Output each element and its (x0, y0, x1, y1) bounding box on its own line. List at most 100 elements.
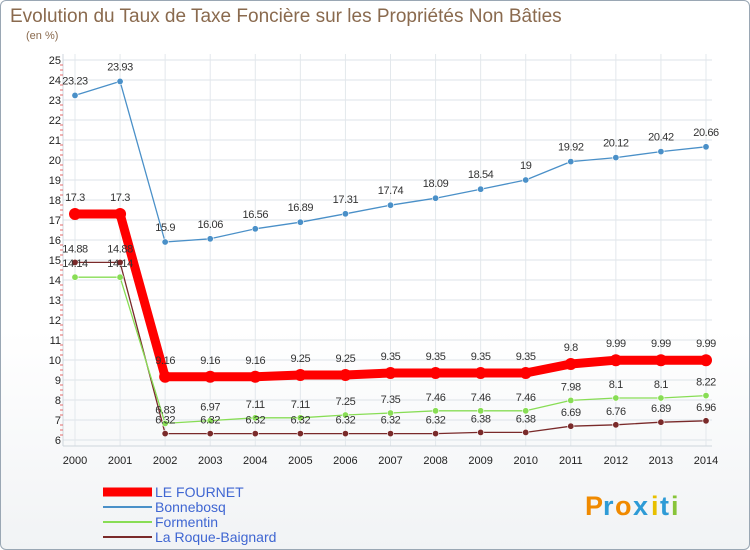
y-tick-label: 14 (49, 275, 61, 287)
y-tick-label: 11 (50, 335, 61, 347)
data-label: 7.25 (336, 396, 356, 408)
x-tick-label: 2014 (694, 455, 718, 467)
data-label: 20.42 (648, 132, 674, 144)
data-point (386, 409, 394, 417)
data-label: 8.1 (609, 379, 623, 391)
data-point (477, 185, 485, 193)
data-point (564, 358, 577, 370)
data-point (71, 258, 79, 266)
series-points (69, 77, 712, 438)
y-tick-label: 12 (49, 315, 61, 327)
data-point (251, 414, 259, 422)
data-point (522, 176, 530, 184)
data-label: 7.46 (426, 392, 446, 404)
data-point (296, 430, 304, 438)
y-tick-label: 10 (49, 355, 61, 367)
x-tick-label: 2005 (288, 455, 312, 467)
y-tick-label: 8 (55, 395, 61, 407)
x-tick-label: 2004 (243, 455, 267, 467)
x-tick-label: 2013 (649, 455, 673, 467)
data-point (116, 273, 124, 281)
y-tick-label: 23 (49, 95, 61, 107)
data-label: 20.66 (693, 127, 719, 139)
logo-letter: o (615, 491, 632, 521)
data-label: 9.99 (696, 338, 716, 350)
data-point (161, 238, 169, 246)
data-point (432, 194, 440, 202)
data-point (296, 414, 304, 422)
data-label: 9.35 (381, 351, 401, 363)
data-label: 16.56 (243, 209, 269, 221)
y-tick-label: 9 (55, 375, 61, 387)
x-tick-label: 2010 (513, 455, 537, 467)
data-labels: 17.3 17.3 9.16 9.16 9.16 9.25 9.25 9.35 9.35 9.35… (62, 61, 719, 426)
data-point (206, 235, 214, 243)
data-label: 9.16 (155, 355, 175, 367)
x-tick-label: 2002 (153, 455, 177, 467)
y-tick-label: 17 (49, 215, 61, 227)
data-label: 6.38 (471, 413, 491, 425)
logo-letter: r (603, 491, 614, 521)
logo-letter: i (651, 491, 659, 521)
data-point (296, 218, 304, 226)
y-tick-label: 13 (49, 295, 61, 307)
data-label: 6.96 (696, 402, 716, 414)
data-point (429, 367, 442, 379)
data-label: 7.46 (516, 392, 536, 404)
data-point (341, 210, 349, 218)
data-point (294, 369, 307, 381)
y-tick-label: 15 (49, 255, 61, 267)
x-tick-label: 2003 (198, 455, 222, 467)
data-point (657, 148, 665, 156)
x-tick-label: 2011 (559, 455, 583, 467)
y-tick-label: 19 (49, 175, 61, 187)
data-label: 17.3 (65, 192, 85, 204)
data-point (386, 201, 394, 209)
data-point (249, 370, 262, 383)
data-point (341, 430, 349, 438)
data-label: 23.23 (62, 75, 88, 87)
data-point (522, 407, 530, 415)
data-point (206, 417, 214, 425)
x-tick-label: 2006 (333, 455, 357, 467)
y-tick-label: 20 (49, 155, 61, 167)
data-point (702, 417, 710, 425)
grid (63, 54, 712, 446)
data-label: 14.88 (62, 243, 88, 255)
logo-letter: P (585, 491, 603, 521)
data-label: 16.89 (288, 202, 314, 214)
data-label: 6.69 (561, 407, 581, 419)
chart-subtitle: (en %) (26, 30, 58, 42)
data-label: 6.97 (200, 402, 220, 414)
y-tick-label: 7 (55, 415, 61, 427)
y-tick-label: 25 (49, 55, 61, 67)
axes: 6 7 8 9 10 11 12 13 14 15 16 17 18 19 20 21 22 23 24 25 2000… (49, 54, 718, 467)
legend-label: Formentin (155, 514, 218, 530)
data-label: 6.83 (155, 404, 175, 416)
data-label: 6.32 (200, 415, 220, 427)
x-tick-label: 2001 (108, 455, 132, 467)
data-point (116, 77, 124, 85)
data-label: 9.99 (651, 338, 671, 350)
data-label: 7.35 (381, 394, 401, 406)
data-point (161, 430, 169, 438)
data-point (477, 407, 485, 415)
y-tick-label: 22 (49, 115, 61, 127)
data-point (114, 208, 127, 220)
data-point (519, 367, 532, 379)
data-label: 6.76 (606, 406, 626, 418)
y-tick-label: 16 (49, 235, 61, 247)
data-label: 15.9 (155, 222, 175, 234)
y-tick-label: 18 (49, 195, 61, 207)
data-label: 23.93 (107, 61, 133, 73)
data-point (612, 421, 620, 429)
data-point (386, 430, 394, 438)
x-tick-label: 2008 (423, 455, 447, 467)
data-point (116, 258, 124, 266)
data-point (339, 369, 352, 381)
legend-label: La Roque-Baignard (155, 529, 276, 545)
data-point (251, 225, 259, 233)
x-tick-label: 2007 (378, 455, 402, 467)
